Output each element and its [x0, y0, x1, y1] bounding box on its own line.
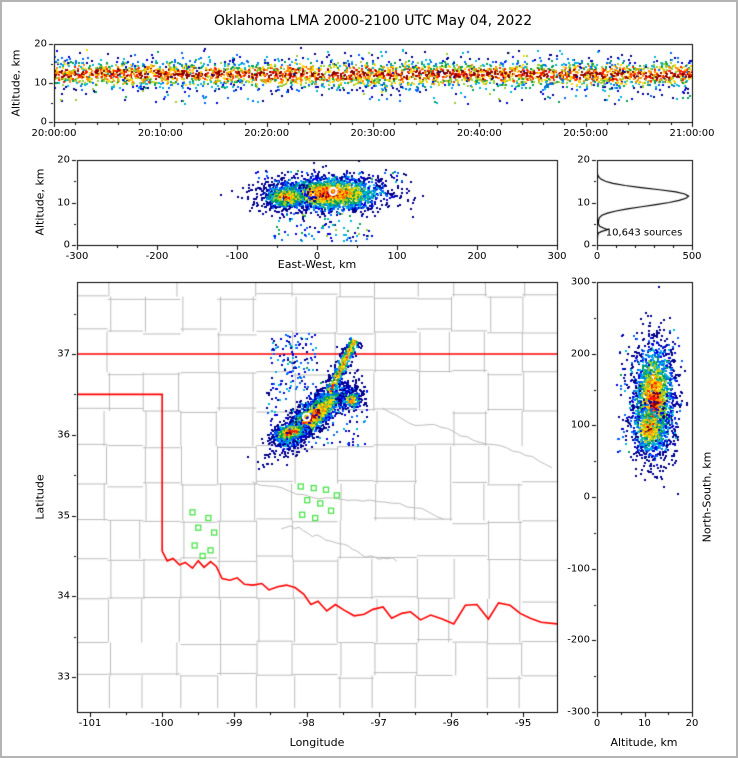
- map-xlabel: Longitude: [289, 736, 345, 749]
- ns-panel-xlabel: Altitude, km: [610, 736, 678, 749]
- ns-panel-ylabel: North-South, km: [700, 451, 714, 543]
- plot-title: Oklahoma LMA 2000-2100 UTC May 04, 2022: [213, 13, 533, 29]
- time-panel-ylabel: Altitude, km: [9, 49, 23, 117]
- sources-count-label: 10,643 sources: [605, 227, 683, 239]
- ew-panel-xlabel: East-West, km: [277, 258, 357, 271]
- map-ylabel: Latitude: [33, 474, 47, 520]
- ew-panel-ylabel: Altitude, km: [33, 168, 47, 236]
